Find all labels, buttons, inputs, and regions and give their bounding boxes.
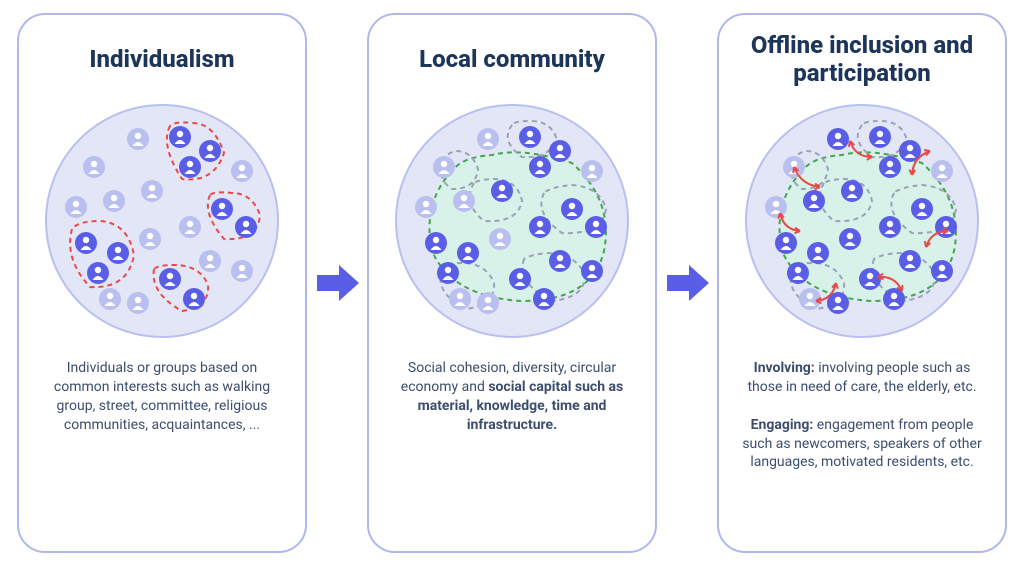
arrow-icon	[663, 253, 711, 313]
panel-desc: Social cohesion, diversity, circular eco…	[377, 359, 647, 435]
panel-individualism: Individualism Individuals or groups base…	[17, 13, 307, 553]
panel-title: Individualism	[89, 31, 234, 89]
diagram-local-community	[392, 101, 632, 341]
arrow-icon	[313, 253, 361, 313]
panel-local-community: Local community Social cohesion, diversi…	[367, 13, 657, 553]
panel-title: Offline inclusion and participation	[727, 31, 997, 89]
panel-desc: Individuals or groups based on common in…	[27, 359, 297, 435]
panel-title: Local community	[419, 31, 605, 89]
panel-desc: Involving: involving people such as thos…	[727, 359, 997, 472]
panel-offline-inclusion: Offline inclusion and participation Invo…	[717, 13, 1007, 553]
diagram-individualism	[42, 101, 282, 341]
diagram-offline-inclusion	[742, 101, 982, 341]
